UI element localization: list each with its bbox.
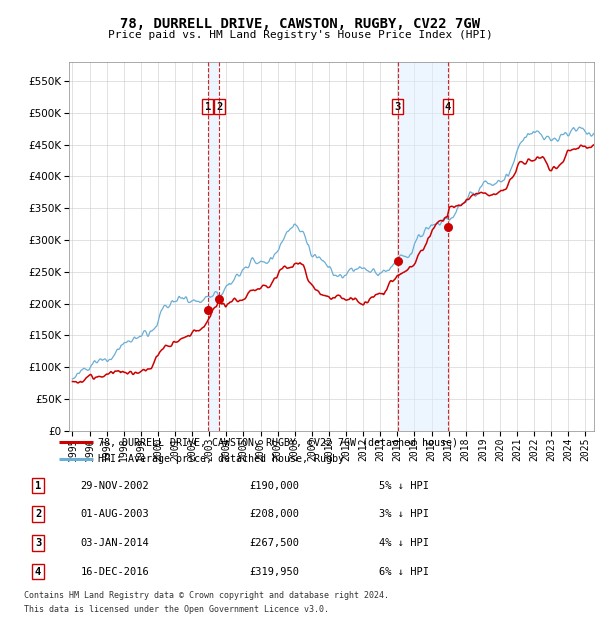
Text: 3: 3 bbox=[394, 102, 401, 112]
Text: £208,000: £208,000 bbox=[250, 509, 299, 519]
Text: 4: 4 bbox=[445, 102, 451, 112]
Text: 29-NOV-2002: 29-NOV-2002 bbox=[80, 480, 149, 490]
Text: 5% ↓ HPI: 5% ↓ HPI bbox=[379, 480, 430, 490]
Text: 1: 1 bbox=[205, 102, 211, 112]
Text: £319,950: £319,950 bbox=[250, 567, 299, 577]
Text: £190,000: £190,000 bbox=[250, 480, 299, 490]
Text: 6% ↓ HPI: 6% ↓ HPI bbox=[379, 567, 430, 577]
Text: 2: 2 bbox=[216, 102, 222, 112]
Text: 1: 1 bbox=[35, 480, 41, 490]
Text: 4% ↓ HPI: 4% ↓ HPI bbox=[379, 538, 430, 548]
Text: 78, DURRELL DRIVE, CAWSTON, RUGBY, CV22 7GW: 78, DURRELL DRIVE, CAWSTON, RUGBY, CV22 … bbox=[120, 17, 480, 32]
Text: 03-JAN-2014: 03-JAN-2014 bbox=[80, 538, 149, 548]
Text: 3% ↓ HPI: 3% ↓ HPI bbox=[379, 509, 430, 519]
Bar bbox=[208, 62, 219, 431]
Text: 2: 2 bbox=[35, 509, 41, 519]
Text: 01-AUG-2003: 01-AUG-2003 bbox=[80, 509, 149, 519]
Text: HPI: Average price, detached house, Rugby: HPI: Average price, detached house, Rugb… bbox=[98, 454, 344, 464]
Text: 3: 3 bbox=[35, 538, 41, 548]
Text: Contains HM Land Registry data © Crown copyright and database right 2024.: Contains HM Land Registry data © Crown c… bbox=[24, 591, 389, 600]
Text: 4: 4 bbox=[35, 567, 41, 577]
Text: Price paid vs. HM Land Registry's House Price Index (HPI): Price paid vs. HM Land Registry's House … bbox=[107, 30, 493, 40]
Text: 16-DEC-2016: 16-DEC-2016 bbox=[80, 567, 149, 577]
Text: £267,500: £267,500 bbox=[250, 538, 299, 548]
Text: This data is licensed under the Open Government Licence v3.0.: This data is licensed under the Open Gov… bbox=[24, 604, 329, 614]
Text: 78, DURRELL DRIVE, CAWSTON, RUGBY, CV22 7GW (detached house): 78, DURRELL DRIVE, CAWSTON, RUGBY, CV22 … bbox=[98, 437, 458, 447]
Bar bbox=[398, 62, 448, 431]
